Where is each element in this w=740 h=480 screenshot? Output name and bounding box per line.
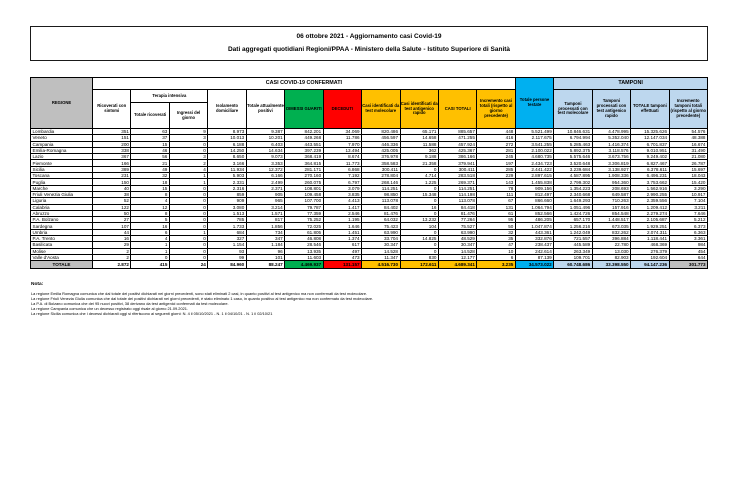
col-header-regione: REGIONE	[30, 77, 93, 129]
table-row: Marche 40 15 0 2.316 2.371 108.801 3.079 114.251…	[30, 184, 709, 192]
band-casi-confermati: CASI COVID-19 CONFERMATI	[92, 77, 516, 90]
total-cell: 3.235	[476, 260, 516, 269]
total-cell: 301.773	[668, 260, 709, 269]
col-header-ricoverati: Ricoverati con sintomi	[91, 89, 132, 129]
table-row: Valle d'Aosta 2 0 0 99 101 11.603 473 11.347 830 1…	[30, 253, 709, 262]
col-header-ti-ingressi: Ingressi del giorno	[168, 102, 209, 129]
col-header-totale-tamponi: TOTALE tamponi effettuati	[630, 89, 670, 129]
col-header-casi-antigenico: Casi identificati da test antigenico rap…	[399, 89, 439, 129]
total-row: TOTALE 2.872 415 24 84.960 88.247 4.469.937 131…	[30, 260, 709, 269]
note-line: La regione Friuli Venezia Giulia comunic…	[31, 295, 374, 301]
table-row: Puglia 150 18 1 2.331 2.499 260.075 6.797 268.14…	[30, 178, 709, 186]
data-cell: 830	[399, 253, 439, 262]
col-header-tamponi-antigenico: Tamponi processati con test antigenico r…	[591, 89, 632, 129]
note-line: La regione Campania comunica che un dece…	[31, 305, 189, 311]
col-header-casi-molecolare: Casi identificati da test molecolare	[361, 89, 401, 129]
notes-heading: Nota:	[31, 282, 44, 287]
table-row: P.A. Trento 16 4 0 327 347 46.808 1.374 33.704 14…	[30, 235, 709, 243]
total-cell: 172.611	[399, 260, 439, 269]
total-cell: 415	[130, 260, 170, 269]
total-cell: 24	[168, 260, 209, 269]
table-row: Molise 2 1 0 93 96 13.935 497 14.528 0 14.528 10 242…	[30, 247, 709, 255]
covid-data-table: REGIONE CASI COVID-19 CONFERMATI Totale …	[30, 77, 709, 269]
total-cell: 4.516.730	[361, 260, 401, 269]
total-cell: 4.689.341	[437, 260, 478, 269]
data-cell: 12.177	[437, 253, 478, 262]
notes-lines: La regione Emilia Romagna comunica che d…	[31, 291, 691, 316]
data-cell: 473	[322, 253, 363, 262]
notes-section: Nota: La regione Emilia Romagna comunica…	[31, 282, 691, 316]
col-header-deceduti: DECEDUTI	[322, 89, 363, 129]
col-header-ti-totale: Totale ricoverati	[130, 102, 170, 129]
col-header-incremento-tamponi: Incremento tamponi totali (rispetto al g…	[668, 89, 709, 129]
data-cell: 11.603	[284, 253, 324, 262]
total-cell: 131.157	[322, 260, 363, 269]
col-header-attualmente-positivi: Totale attualmente positivi	[245, 89, 286, 129]
col-header-persone-testate: Totale persone testate	[514, 77, 555, 129]
table-body: Lombardia 351 63 9 8.973 9.387 842.201 34.069 82…	[30, 127, 709, 269]
total-cell: 4.469.937	[284, 260, 324, 269]
total-cell: 88.247	[245, 260, 286, 269]
col-header-tamponi-molecolare: Tamponi processati con test molecolare	[553, 89, 593, 129]
total-cell: 2.872	[91, 260, 132, 269]
table-header: REGIONE CASI COVID-19 CONFERMATI Totale …	[30, 77, 709, 129]
page-subtitle: Dati aggregati quotidiani Regioni/PPAA -…	[227, 45, 511, 53]
table-row: Abruzzo 50 8 0 1.513 1.571 77.359 2.546 81.476 0 8…	[30, 209, 709, 218]
data-cell: 644	[668, 253, 709, 262]
table-row: Lazio 367 56 3 8.650 9.073 368.419 8.674 376.978…	[30, 153, 709, 161]
table-row: Lombardia 351 63 9 8.973 9.387 842.201 34.069 82…	[30, 127, 709, 136]
note-line: La regione Emilia Romagna comunica che d…	[31, 291, 368, 296]
note-line: La P.A. di Bolzano comunica che dei 95 n…	[31, 300, 229, 306]
data-cell: 101	[245, 253, 286, 262]
col-header-incremento-casi: Incremento casi totali (rispetto al gior…	[476, 89, 516, 129]
total-cell: 34.573.022	[514, 260, 555, 269]
note-line: La regione Sicilia comunica che i decess…	[31, 310, 273, 316]
table-row: Liguria 52 4 0 909 965 107.700 4.413 113.078 0 113…	[30, 197, 709, 205]
band-terapia-intensiva: Terapia intensiva	[130, 89, 209, 103]
total-cell: 33.398.550	[591, 260, 632, 269]
table-row: Campania 200 15 0 6.188 6.403 443.551 7.970 446.…	[30, 140, 709, 148]
table-row: Basilicata 29 1 0 1.154 1.184 28.546 617 30.347 0…	[30, 241, 709, 249]
data-cell: 11.347	[361, 253, 401, 262]
page-title: 06 ottobre 2021 - Aggiornamento casi Cov…	[296, 32, 442, 40]
total-label: TOTALE	[30, 260, 93, 269]
band-tamponi: TAMPONI	[553, 77, 708, 90]
col-header-casi-totali: CASI TOTALI	[437, 89, 478, 129]
total-cell: 60.748.686	[553, 260, 593, 269]
title-box: 06 ottobre 2021 - Aggiornamento casi Cov…	[30, 26, 708, 61]
col-header-isolamento: Isolamento domiciliare	[207, 89, 247, 129]
total-cell: 84.960	[207, 260, 247, 269]
total-cell: 94.147.236	[630, 260, 670, 269]
col-header-dimessi-guariti: DIMESSI GUARITI	[284, 89, 324, 129]
